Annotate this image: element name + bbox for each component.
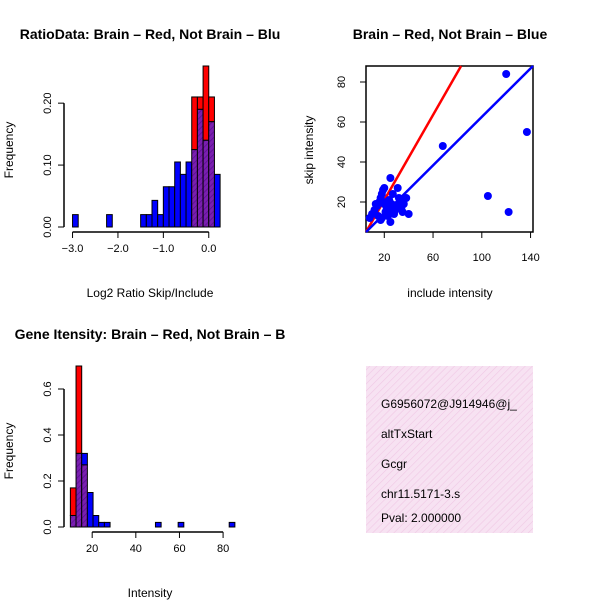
overlap-bar — [81, 464, 88, 528]
histogram-bar — [196, 96, 204, 110]
histogram-bar — [92, 515, 100, 528]
histogram-bar — [140, 214, 147, 228]
histogram-bar — [208, 96, 215, 123]
overlap-bar — [208, 121, 215, 228]
x-axis-label: Intensity — [128, 586, 173, 600]
scatter-point — [386, 174, 395, 182]
histogram-bar — [98, 521, 105, 528]
scatter-point — [504, 208, 513, 216]
info-background — [366, 366, 533, 533]
histogram-bar — [81, 452, 88, 466]
y-tick-label: 0.0 — [42, 519, 54, 534]
scatter-point — [398, 208, 407, 216]
x-tick-label: −3.0 — [62, 243, 84, 255]
scatter-point — [383, 212, 392, 220]
y-tick-label: 20 — [336, 196, 348, 208]
ratio-histogram: RatioData: Brain – Red, Not Brain – Blu … — [2, 26, 280, 300]
chart-title: Gene Itensity: Brain – Red, Not Brain – … — [15, 326, 286, 342]
histogram-bar — [191, 96, 198, 151]
scatter-point — [376, 194, 385, 202]
event-type: altTxStart — [381, 427, 433, 441]
overlap-bar — [196, 108, 204, 228]
scatter-point — [371, 200, 380, 208]
overlap-bar — [75, 452, 83, 528]
scatter-point — [483, 192, 492, 200]
histogram-bar — [162, 186, 170, 228]
scatter-point — [438, 142, 447, 150]
y-tick-label: 0.2 — [42, 473, 54, 488]
y-tick-label: 80 — [336, 76, 348, 88]
chart-title: RatioData: Brain – Red, Not Brain – Blu — [20, 26, 281, 42]
gene-name: Gcgr — [381, 457, 407, 471]
histogram-bar — [69, 487, 77, 516]
y-axis-label: Frequency — [2, 122, 16, 179]
scatter-point — [385, 206, 394, 214]
scatter-point — [404, 210, 413, 218]
scatter-point — [382, 198, 391, 206]
histogram-bar — [86, 492, 94, 528]
scatter-point — [377, 214, 386, 222]
x-axis-label: Log2 Ratio Skip/Include — [87, 286, 214, 300]
overlap-bar — [69, 515, 77, 528]
histogram-bar — [106, 214, 113, 228]
plot-frame — [365, 65, 534, 233]
x-tick-label: −2.0 — [107, 243, 129, 255]
x-tick-label: 60 — [427, 252, 439, 264]
y-axis-label: Frequency — [2, 423, 16, 480]
intensity-scatter: Brain – Red, Not Brain – Blue skip inten… — [302, 26, 547, 300]
x-tick-label: 60 — [173, 543, 185, 555]
scatter-point — [380, 184, 389, 192]
y-tick-label: 0.00 — [42, 216, 54, 237]
y-tick-label: 0.20 — [42, 92, 54, 113]
histogram-bar — [185, 161, 193, 228]
histogram-bar — [179, 173, 187, 228]
genomic-location: chr11.5171-3.s — [381, 487, 460, 501]
histogram-bar — [157, 214, 164, 228]
x-tick-label: 20 — [378, 252, 390, 264]
event-info-panel: G6956072@J914946@j_ altTxStart Gcgr chr1… — [366, 366, 533, 533]
histogram-bar — [154, 521, 162, 528]
x-tick-label: 140 — [521, 252, 539, 264]
y-tick-label: 0.6 — [42, 381, 54, 396]
histogram-bar — [72, 214, 79, 228]
histogram-bar — [174, 161, 181, 228]
p-value: Pval: 2.000000 — [381, 511, 461, 525]
histogram-bar — [177, 521, 185, 528]
histogram-bar — [145, 214, 153, 228]
histogram-bar — [228, 521, 236, 528]
y-tick-label: 60 — [336, 116, 348, 128]
scatter-point — [502, 70, 511, 78]
overlap-bar — [191, 149, 198, 228]
scatter-point — [399, 200, 408, 208]
x-tick-label: −1.0 — [152, 243, 174, 255]
y-tick-label: 0.4 — [42, 427, 54, 442]
scatter-point — [402, 194, 411, 202]
histogram-bar — [75, 365, 83, 454]
y-axis-label: skip intensity — [302, 116, 316, 185]
y-tick-label: 40 — [336, 156, 348, 168]
scatter-point — [522, 128, 531, 136]
histogram-bar — [213, 173, 221, 228]
scatter-point — [386, 218, 395, 226]
histogram-bar — [202, 65, 210, 141]
x-axis-label: include intensity — [407, 286, 492, 300]
scatter-point — [388, 190, 397, 198]
histogram-bar — [168, 186, 176, 228]
x-tick-label: 40 — [130, 543, 142, 555]
overlap-bar — [202, 139, 210, 228]
scatter-point — [393, 184, 402, 192]
gene-intensity-histogram: Gene Itensity: Brain – Red, Not Brain – … — [2, 326, 285, 600]
x-tick-label: 100 — [473, 252, 491, 264]
event-id: G6956072@J914946@j_ — [381, 397, 517, 411]
x-tick-label: 0.0 — [201, 243, 216, 255]
y-tick-label: 0.10 — [42, 154, 54, 175]
histogram-bar — [103, 521, 111, 528]
histogram-bar — [151, 199, 159, 228]
x-tick-label: 80 — [217, 543, 229, 555]
chart-title: Brain – Red, Not Brain – Blue — [353, 26, 548, 42]
x-tick-label: 20 — [86, 543, 98, 555]
